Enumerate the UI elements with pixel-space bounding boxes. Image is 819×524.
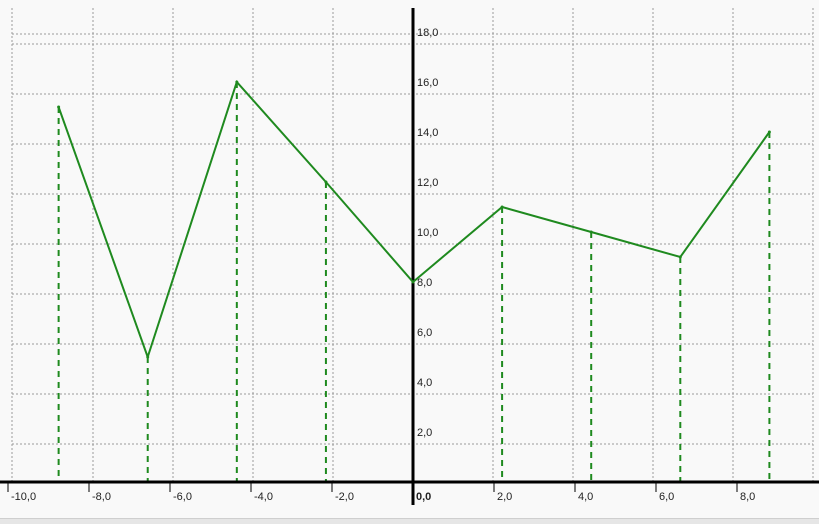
x-tick-label: -4,0: [254, 491, 273, 503]
y-tick-label: 2,0: [417, 427, 432, 439]
data-point: [678, 255, 682, 259]
data-point: [589, 230, 593, 234]
y-tick-label: 16,0: [417, 77, 438, 89]
data-point: [500, 205, 504, 209]
data-point: [411, 280, 415, 284]
data-point: [767, 130, 771, 134]
x-tick-label: 4,0: [578, 491, 593, 503]
x-tick-label: 6,0: [659, 491, 674, 503]
y-tick-label: 18,0: [417, 27, 438, 39]
y-tick-label: 14,0: [417, 127, 438, 139]
x-tick-label: 8,0: [740, 491, 755, 503]
data-point: [57, 105, 61, 109]
x-tick-label: -6,0: [173, 491, 192, 503]
x-tick-label: 0,0: [416, 491, 431, 503]
y-tick-label: 6,0: [417, 327, 432, 339]
y-tick-label: 8,0: [417, 277, 432, 289]
x-tick-label: -2,0: [335, 491, 354, 503]
x-tick-label: 2,0: [497, 491, 512, 503]
data-point: [146, 355, 150, 359]
data-point: [324, 180, 328, 184]
x-tick-label: -8,0: [92, 491, 111, 503]
data-point: [235, 80, 239, 84]
x-tick-label: -10,0: [11, 491, 36, 503]
y-tick-label: 10,0: [417, 227, 438, 239]
y-tick-label: 4,0: [417, 377, 432, 389]
window-bottom-border: [0, 518, 819, 524]
y-tick-label: 12,0: [417, 177, 438, 189]
